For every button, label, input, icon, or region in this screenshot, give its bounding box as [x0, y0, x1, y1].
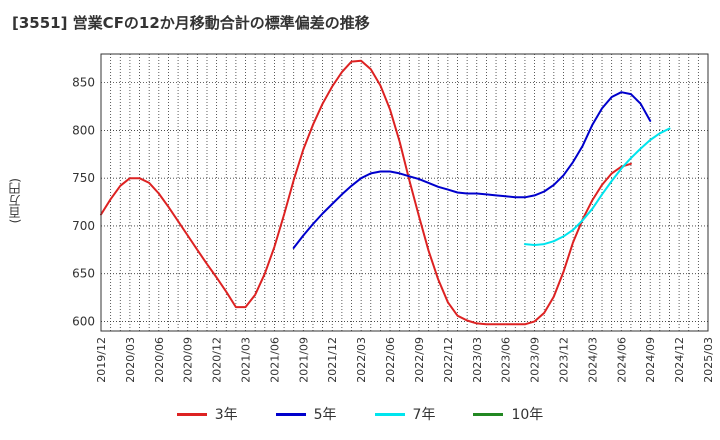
- legend: 3年 5年 7年 10年: [0, 404, 720, 424]
- x-tick-label: 2022/12: [442, 337, 455, 383]
- y-tick-label: 600: [72, 314, 95, 328]
- y-tick-label: 700: [72, 219, 95, 233]
- x-tick-label: 2024/12: [673, 337, 686, 383]
- y-tick-label: 850: [72, 76, 95, 90]
- x-tick-label: 2023/12: [557, 337, 570, 383]
- series-line-0: [100, 59, 632, 326]
- y-tick-label: 650: [72, 267, 95, 281]
- chart-title: [3551] 営業CFの12か月移動合計の標準偏差の推移: [12, 14, 370, 32]
- legend-item-7y: 7年: [374, 404, 436, 424]
- x-tick-label: 2021/06: [268, 337, 281, 383]
- series-line-2: [523, 127, 671, 246]
- x-tick-label: 2019/12: [95, 337, 108, 383]
- x-tick-label: 2020/06: [153, 337, 166, 383]
- x-tick-label: 2025/03: [702, 337, 715, 383]
- x-tick-label: 2023/09: [529, 337, 542, 383]
- x-tick-label: 2020/03: [124, 337, 137, 383]
- legend-item-10y: 10年: [473, 404, 543, 424]
- y-tick-label: 750: [72, 171, 95, 185]
- x-tick-label: 2022/06: [384, 337, 397, 383]
- plot-border: [100, 53, 709, 332]
- legend-swatch-7y: [374, 412, 405, 416]
- x-tick-label: 2024/03: [586, 337, 599, 383]
- x-tick-label: 2022/03: [355, 337, 368, 383]
- x-tick-label: 2021/03: [240, 337, 253, 383]
- x-tick-label: 2020/09: [182, 337, 195, 383]
- x-tick-label: 2021/09: [297, 337, 310, 383]
- y-tick-label: 800: [72, 123, 95, 137]
- series-line-1: [292, 91, 652, 249]
- legend-label-7y: 7年: [412, 407, 436, 423]
- legend-swatch-10y: [473, 412, 504, 416]
- legend-item-3y: 3年: [176, 404, 238, 424]
- x-tick-label: 2024/06: [615, 337, 628, 383]
- x-tick-label: 2023/03: [471, 337, 484, 383]
- x-tick-label: 2021/12: [326, 337, 339, 383]
- legend-item-5y: 5年: [275, 404, 337, 424]
- legend-swatch-3y: [176, 412, 207, 416]
- legend-label-3y: 3年: [214, 407, 238, 423]
- legend-label-5y: 5年: [313, 407, 337, 423]
- x-tick-label: 2024/09: [644, 337, 657, 383]
- x-tick-label: 2020/12: [211, 337, 224, 383]
- x-tick-label: 2022/09: [413, 337, 426, 383]
- legend-label-10y: 10年: [511, 407, 544, 423]
- legend-swatch-5y: [275, 412, 306, 416]
- plot-area: [101, 54, 708, 331]
- x-tick-label: 2023/06: [500, 337, 513, 383]
